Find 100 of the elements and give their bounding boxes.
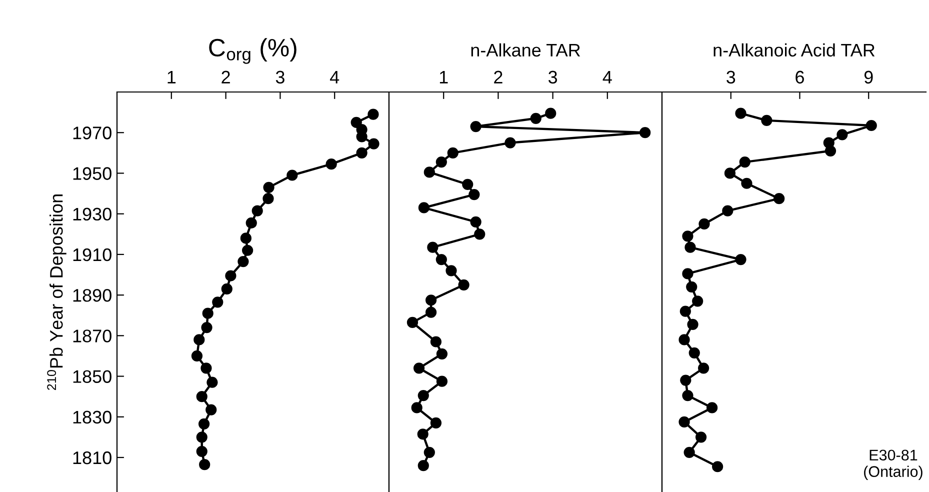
point — [252, 205, 263, 216]
point — [430, 417, 442, 429]
point — [201, 322, 212, 334]
point — [468, 188, 480, 200]
point — [242, 244, 254, 256]
point — [447, 147, 458, 158]
point — [263, 182, 274, 193]
point — [446, 265, 457, 276]
x-tick-label: 6 — [796, 70, 804, 84]
x-tick-label: 4 — [330, 70, 340, 84]
point — [425, 306, 437, 318]
point — [682, 390, 694, 402]
point — [196, 432, 208, 443]
point — [425, 294, 437, 306]
x-tick-label: 2 — [494, 70, 502, 84]
point — [326, 158, 337, 170]
point — [424, 446, 435, 458]
point — [424, 166, 435, 178]
point — [411, 402, 422, 414]
x-tick-label: 9 — [864, 70, 873, 84]
x-tick-label: 1 — [168, 70, 176, 84]
point — [436, 376, 448, 387]
y-tick-label: 1970 — [73, 126, 112, 140]
y-tick-label: 1890 — [73, 288, 112, 302]
x-tick-label: 4 — [602, 70, 612, 84]
point — [418, 390, 429, 402]
point — [406, 316, 418, 328]
point — [735, 108, 746, 119]
y-tick-label: 1810 — [73, 451, 112, 464]
point — [436, 348, 448, 360]
point — [436, 156, 447, 168]
point — [684, 242, 696, 253]
point — [206, 404, 217, 416]
point — [198, 418, 210, 430]
point — [240, 232, 252, 244]
point — [735, 254, 746, 266]
point — [368, 138, 380, 150]
point — [706, 402, 718, 414]
point — [199, 459, 210, 470]
point — [462, 178, 474, 190]
point — [221, 283, 232, 295]
point — [262, 193, 274, 204]
point — [436, 254, 447, 266]
y-axis-title: $^{210}$Pb Year of Deposition — [47, 194, 66, 390]
point — [356, 147, 368, 158]
y-tick-label: 1850 — [73, 370, 112, 383]
x-tick-label: 3 — [726, 70, 736, 84]
x-axis-title: C$_{org}$ (%) — [209, 38, 296, 64]
point — [212, 296, 224, 308]
point — [712, 461, 724, 472]
point — [417, 428, 428, 440]
point — [687, 318, 698, 330]
point — [246, 217, 257, 229]
point — [458, 279, 470, 290]
point — [692, 296, 704, 307]
point — [430, 336, 442, 348]
point — [682, 268, 694, 280]
x-tick-label: 1 — [440, 70, 448, 84]
point — [191, 350, 203, 362]
x-tick-label: 2 — [222, 70, 230, 84]
x-axis-title: n-Alkane TAR — [471, 43, 580, 57]
point — [678, 334, 690, 346]
point — [678, 416, 690, 428]
point — [530, 112, 542, 124]
point — [739, 156, 750, 168]
point — [418, 202, 430, 214]
point — [504, 137, 516, 148]
point — [413, 362, 425, 374]
point — [202, 308, 214, 319]
point — [196, 391, 208, 402]
point — [418, 460, 429, 472]
point — [724, 168, 736, 179]
point — [722, 205, 734, 216]
point — [545, 108, 556, 119]
point — [686, 281, 698, 292]
point — [470, 120, 482, 132]
point — [680, 374, 692, 386]
point — [774, 193, 785, 204]
point — [640, 127, 651, 138]
point — [695, 432, 707, 443]
point — [350, 116, 362, 128]
point — [206, 376, 218, 388]
y-tick-label: 1910 — [73, 248, 112, 262]
annotation: E30-81 (Ontario) — [864, 450, 922, 480]
point — [238, 256, 249, 268]
point — [698, 362, 710, 374]
y-tick-label: 1950 — [73, 167, 112, 180]
point — [682, 230, 694, 242]
point — [680, 306, 691, 317]
x-tick-label: 3 — [548, 70, 558, 84]
point — [474, 228, 486, 240]
point — [470, 216, 482, 228]
point — [286, 170, 298, 181]
point — [225, 270, 236, 282]
y-tick-label: 1830 — [73, 410, 112, 424]
point — [684, 446, 695, 458]
point — [688, 347, 700, 358]
point — [866, 120, 877, 132]
y-tick-label: 1930 — [73, 208, 112, 221]
x-axis-title: n-Alkanoic Acid TAR — [714, 43, 875, 57]
